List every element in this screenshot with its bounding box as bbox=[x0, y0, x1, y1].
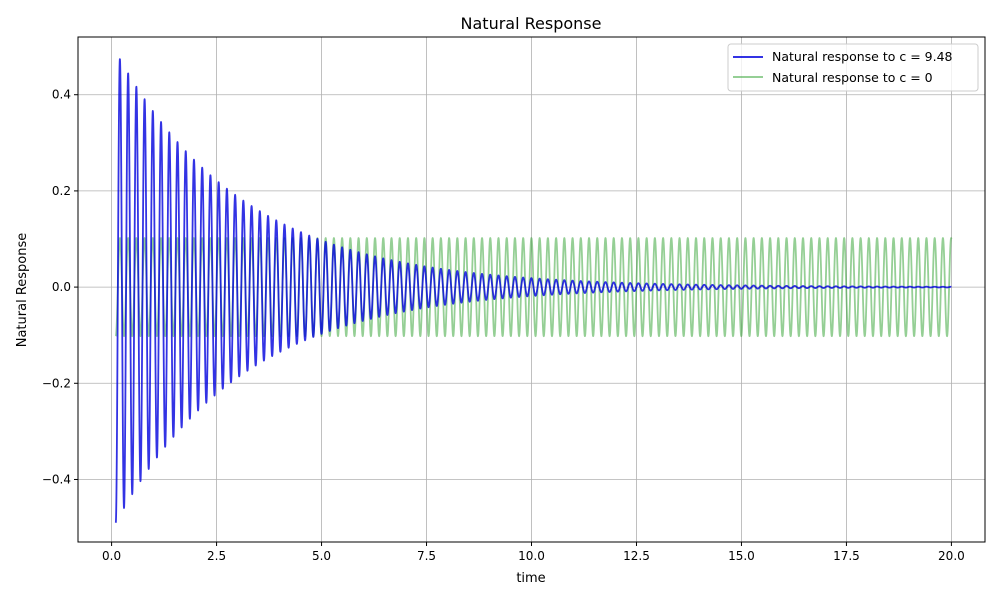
y-tick-label: 0.2 bbox=[52, 184, 71, 198]
x-tick-label: 17.5 bbox=[833, 549, 860, 563]
x-tick-label: 20.0 bbox=[938, 549, 965, 563]
y-tick-label: −0.4 bbox=[42, 472, 71, 486]
legend-label-series-1: Natural response to c = 9.48 bbox=[772, 49, 953, 64]
series-layer bbox=[114, 58, 953, 523]
legend-box bbox=[727, 43, 979, 92]
y-tick-label: 0.0 bbox=[52, 280, 71, 294]
y-tick-label: −0.2 bbox=[42, 376, 71, 390]
x-tick-label: 7.5 bbox=[417, 549, 436, 563]
legend-label-series-2: Natural response to c = 0 bbox=[772, 70, 933, 85]
x-tick-label: 10.0 bbox=[518, 549, 545, 563]
series-line-1 bbox=[114, 58, 953, 523]
legend: Natural response to c = 9.48 Natural res… bbox=[727, 43, 979, 92]
x-tick-label: 15.0 bbox=[728, 549, 755, 563]
chart-title: Natural Response bbox=[461, 14, 602, 33]
x-tick-label: 0.0 bbox=[102, 549, 121, 563]
x-tick-label: 5.0 bbox=[312, 549, 331, 563]
x-tick-label: 2.5 bbox=[207, 549, 226, 563]
ticks: 0.0 2.5 5.0 7.5 10.0 12.5 15.0 17.5 20.0 −0.4 −0.2… bbox=[42, 88, 965, 563]
x-axis-label: time bbox=[516, 571, 545, 586]
y-axis-label: Natural Response bbox=[15, 233, 30, 348]
x-tick-label: 12.5 bbox=[623, 549, 650, 563]
y-tick-label: 0.4 bbox=[52, 88, 71, 102]
